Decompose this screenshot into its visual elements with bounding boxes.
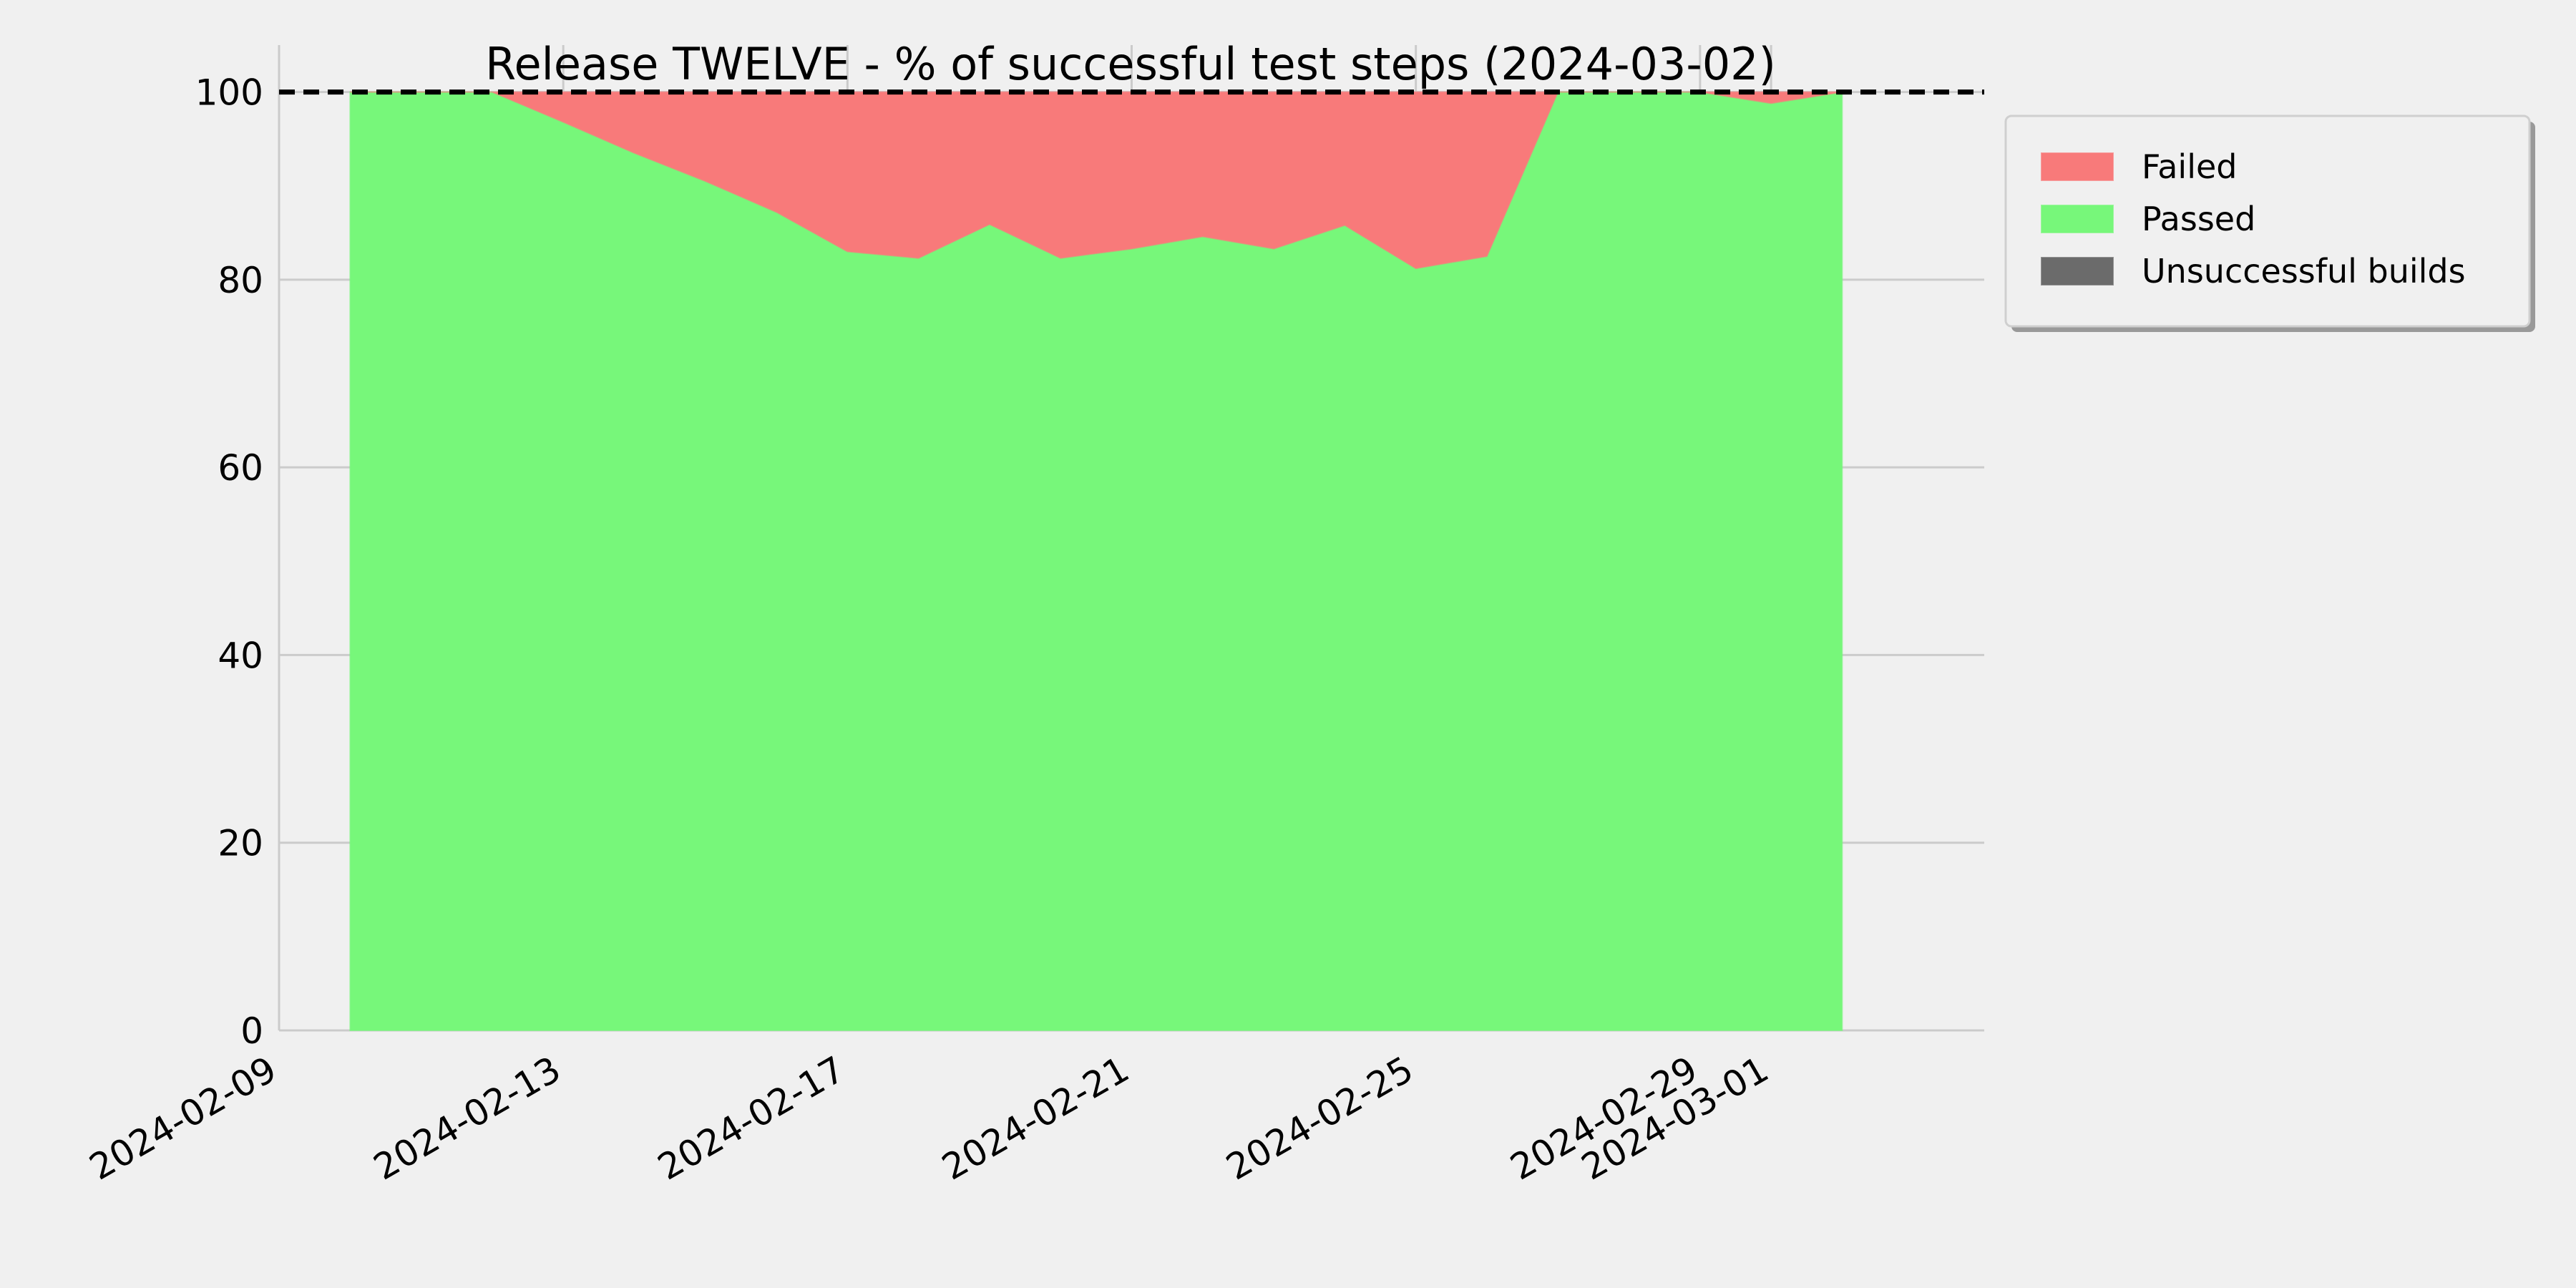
y-tick-label: 60 (218, 447, 263, 489)
y-tick-label: 20 (218, 823, 263, 864)
y-axis: 0 20 40 60 80 100 (195, 72, 263, 1052)
y-tick-label: 40 (218, 635, 263, 676)
legend-label: Passed (2142, 200, 2255, 238)
legend-label: Failed (2142, 147, 2238, 186)
plot-areas (349, 91, 1843, 1031)
legend-swatch (2041, 205, 2114, 233)
chart-title: Release TWELVE - % of successful test st… (485, 38, 1776, 90)
y-tick-label: 0 (240, 1010, 263, 1052)
legend-box (2004, 114, 2531, 328)
y-tick-label: 100 (195, 72, 263, 114)
legend-swatch (2041, 152, 2114, 181)
legend: Failed Passed Unsuccessful builds (2004, 114, 2535, 332)
legend-label: Unsuccessful builds (2142, 252, 2466, 291)
legend-swatch (2041, 257, 2114, 286)
y-tick-label: 80 (218, 260, 263, 301)
